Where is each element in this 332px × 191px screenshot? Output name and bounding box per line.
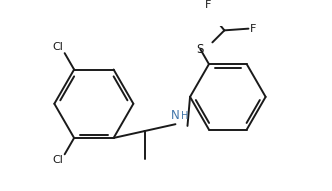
Text: F: F <box>205 0 211 10</box>
Text: H: H <box>182 111 189 121</box>
Text: N: N <box>171 109 180 122</box>
Text: Cl: Cl <box>52 42 63 52</box>
Text: F: F <box>250 24 257 34</box>
Text: S: S <box>197 43 204 56</box>
Text: Cl: Cl <box>52 155 63 165</box>
